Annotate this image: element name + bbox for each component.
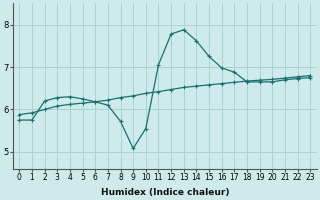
X-axis label: Humidex (Indice chaleur): Humidex (Indice chaleur): [100, 188, 229, 197]
